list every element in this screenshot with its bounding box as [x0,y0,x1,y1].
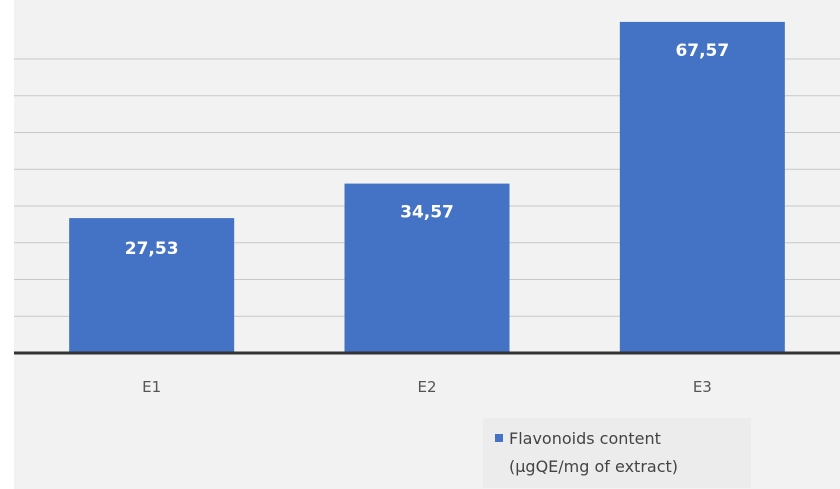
x-tick-label-E3: E3 [693,378,712,396]
data-label-E3: 67,57 [675,41,729,61]
legend: Flavonoids content (µgQE/mg of extract) [483,418,751,488]
data-label-E1: 27,53 [125,239,179,259]
chart-area: 27,53 E1 34,57 E2 67,57 E3 Flavonoids content… [14,0,840,489]
bar-E1 [69,218,235,353]
bar-chart: 27,53 E1 34,57 E2 67,57 E3 [14,21,840,396]
legend-swatch [495,434,503,442]
x-tick-label-E1: E1 [142,378,161,396]
bar-E3 [619,21,785,353]
data-label-E2: 34,57 [400,203,454,223]
x-tick-label-E2: E2 [417,378,436,396]
legend-label-line2: (µgQE/mg of extract) [509,457,679,476]
bar-E2 [344,183,510,353]
legend-label: Flavonoids content (µgQE/mg of extract) [509,425,749,481]
legend-label-line1: Flavonoids content [509,429,661,448]
